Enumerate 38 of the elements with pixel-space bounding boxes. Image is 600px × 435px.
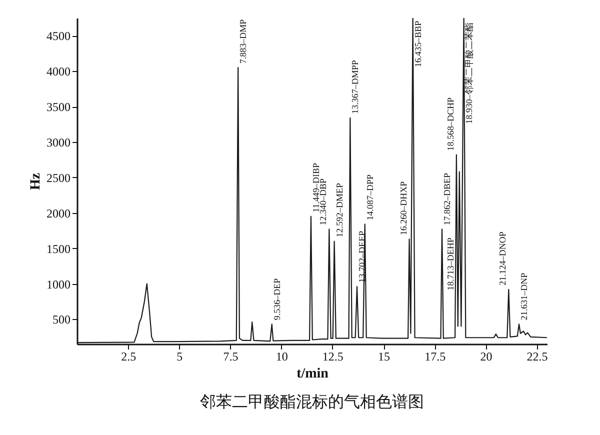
annotation: 9.536–DEP: [272, 278, 282, 320]
annotation: 7.883–DMP: [238, 19, 248, 64]
annotation: 18.568–DCHP: [445, 98, 456, 151]
y-tick-label: 500: [52, 312, 70, 327]
x-tick-label: 20: [480, 350, 492, 364]
x-tick-label: 12.5: [322, 350, 344, 364]
x-tick-label: 2.5: [121, 350, 136, 364]
x-tick-label: 7.5: [223, 350, 238, 364]
annotation: 13.367–DMPP: [350, 60, 360, 114]
x-tick-label: 17.5: [424, 350, 446, 364]
y-tick-label: 4500: [46, 29, 70, 44]
annotation: 16.435–BBP: [412, 20, 423, 68]
annotation: 11.449–DIBP: [310, 163, 321, 212]
annotation: 12.592–DMEP: [334, 182, 344, 238]
annotation: 12.340–DBP: [318, 178, 328, 226]
annotation: 21.124–DNOP: [498, 232, 508, 286]
annotation: 17.862–DBEP: [442, 172, 452, 226]
y-tick-label: 1000: [46, 277, 70, 292]
annotation: 13.702–DEEP: [356, 230, 367, 283]
y-axis-title: Hz: [28, 172, 44, 190]
line-series: [77, 18, 547, 344]
y-tick-label: 2500: [46, 170, 70, 185]
y-tick-label: 3500: [46, 100, 70, 114]
x-tick-label: 10: [276, 350, 288, 364]
text: 邻苯二甲酸酯混标的气相色谱图: [200, 393, 424, 411]
x-axis-title: t/min: [296, 366, 329, 382]
x-tick-label: 22.5: [526, 350, 548, 364]
x-tick-label: 15: [378, 350, 390, 364]
y-tick-label: 4000: [46, 64, 70, 79]
y-tick-label: 2000: [46, 206, 70, 220]
y-tick-label: 1500: [46, 242, 70, 256]
annotation: 21.631–DNP: [519, 272, 530, 320]
annotation: 16.260–DHXP: [398, 181, 408, 236]
x-tick-label: 5: [176, 350, 183, 364]
annotation: 18.930–邻苯二甲酸二苯酯: [464, 22, 474, 124]
y-tick-label: 3000: [46, 136, 70, 150]
annotation: 18.713–DEHP: [445, 238, 456, 290]
annotation: 14.087–DPP: [364, 174, 375, 220]
